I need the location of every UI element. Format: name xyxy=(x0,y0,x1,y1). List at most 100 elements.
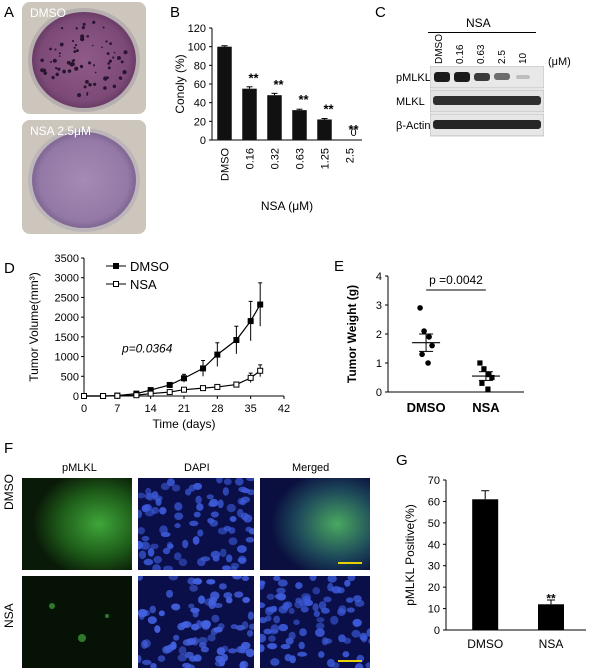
dish-label-nsa: NSA 2.5μM xyxy=(30,124,91,138)
x-tick-label: 0.16 xyxy=(245,148,257,169)
bar xyxy=(217,46,232,140)
data-point xyxy=(419,351,425,358)
data-point xyxy=(100,393,107,399)
micro-col-label-merged: Merged xyxy=(292,462,330,474)
y-tick-label: 1500 xyxy=(55,332,79,344)
panel-label-f: F xyxy=(4,440,14,457)
blot-lane-label: 10 xyxy=(518,52,529,64)
data-point xyxy=(233,381,240,388)
y-axis-label: Tumor Volume(mm³) xyxy=(27,272,41,382)
x-tick-label: DMSO xyxy=(220,148,232,181)
legend-label: NSA xyxy=(130,277,157,292)
blot-unit-label: (μM) xyxy=(548,56,571,68)
y-tick-label: 0 xyxy=(73,391,79,403)
significance-mark: ** xyxy=(248,71,259,86)
x-tick-label: NSA xyxy=(539,637,564,651)
x-tick-label: 0 xyxy=(81,403,87,415)
y-tick-label: 2 xyxy=(376,329,382,341)
data-point xyxy=(133,392,140,399)
panel-label-d: D xyxy=(4,260,15,277)
data-point xyxy=(486,372,492,378)
data-point xyxy=(214,383,221,390)
y-tick-label: 3500 xyxy=(55,253,79,265)
data-point xyxy=(247,318,254,325)
data-point xyxy=(81,393,87,399)
data-point xyxy=(421,328,427,334)
data-point xyxy=(479,380,485,386)
blot-lane-label: 0.63 xyxy=(476,44,487,64)
data-point xyxy=(181,386,187,393)
colony-bar-chart: 0 20 40 60 80 100 120 DMSO ** 0.16 ** 0.32 ** 0.63 ** 1… xyxy=(173,23,362,213)
micrograph-dmso-pmlkl xyxy=(22,478,132,570)
bar xyxy=(267,95,282,140)
y-tick-label: 50 xyxy=(428,518,440,530)
data-point xyxy=(257,367,264,374)
y-tick-label: 0 xyxy=(376,387,382,399)
data-point xyxy=(485,386,491,392)
blot-group-label: NSA xyxy=(466,16,491,30)
panel-label-g: G xyxy=(396,452,408,469)
data-point xyxy=(426,334,432,340)
p-value-annotation: p =0.0042 xyxy=(429,273,483,287)
data-point xyxy=(417,305,423,311)
x-tick-label: 0.63 xyxy=(295,148,307,169)
tumor-volume-line-chart: 0 500 1000 1500 2000 2500 3000 3500 0 7 14 21 28 35 42… xyxy=(27,253,290,431)
bar xyxy=(317,119,332,140)
x-tick-label: DMSO xyxy=(407,400,446,415)
blot-lane-label: 0.16 xyxy=(455,44,466,64)
x-tick-label: NSA xyxy=(472,400,500,415)
legend-marker xyxy=(113,281,119,287)
x-tick-label: 0.32 xyxy=(270,148,282,169)
y-tick-label: 30 xyxy=(428,561,440,573)
micrograph-dmso-merged xyxy=(260,478,370,570)
zero-value-label: 0 xyxy=(350,127,356,139)
y-tick-label: 2500 xyxy=(55,292,79,304)
y-tick-label: 1 xyxy=(376,358,382,370)
data-point xyxy=(233,337,240,344)
data-point xyxy=(200,365,207,372)
blot-lane-label: DMSO xyxy=(434,34,445,64)
data-point xyxy=(257,301,264,308)
y-tick-label: 1000 xyxy=(55,352,79,364)
data-point xyxy=(166,381,173,388)
y-tick-label: 40 xyxy=(194,98,206,110)
x-tick-label: 7 xyxy=(114,403,120,415)
y-axis-label: Conoly (%) xyxy=(173,54,187,113)
significance-mark: ** xyxy=(546,591,556,605)
micro-col-label-dapi: DAPI xyxy=(184,462,210,474)
dish-label-dmso: DMSO xyxy=(30,6,66,20)
y-tick-label: 120 xyxy=(188,23,206,35)
y-tick-label: 0 xyxy=(434,625,440,637)
colony-dish-dmso xyxy=(22,2,146,114)
colony-plate-nsa-image xyxy=(22,120,146,234)
data-point xyxy=(181,375,187,382)
data-point xyxy=(481,366,487,372)
data-point xyxy=(114,392,121,399)
data-point xyxy=(425,360,431,366)
panel-label-e: E xyxy=(334,258,345,275)
x-tick-label: 28 xyxy=(211,403,223,415)
tumor-weight-scatter-chart: 0 1 2 3 4 DMSO NSA p =0.0042 Tumor Weight (g) xyxy=(345,271,524,415)
blot-lane-label: 2.5 xyxy=(497,50,508,64)
blot-row-label-actin: β-Actin xyxy=(396,120,431,132)
significance-mark: ** xyxy=(298,92,309,107)
x-tick-label: 14 xyxy=(145,403,157,415)
y-tick-label: 10 xyxy=(428,604,440,616)
y-tick-label: 70 xyxy=(428,475,440,487)
data-point xyxy=(166,389,173,396)
x-tick-label: 21 xyxy=(178,403,190,415)
blot-lane-labels: DMSO 0.16 0.63 2.5 10 xyxy=(430,34,540,66)
data-point xyxy=(247,374,254,381)
y-tick-label: 500 xyxy=(61,371,79,383)
blot-row-label-mlkl: MLKL xyxy=(396,96,425,108)
bar xyxy=(472,499,499,630)
significance-mark: ** xyxy=(323,101,334,116)
blot-row-label-pmlkl: pMLKL xyxy=(396,72,431,84)
x-tick-label: 1.25 xyxy=(320,148,332,169)
y-tick-label: 20 xyxy=(428,582,440,594)
data-point xyxy=(200,385,207,392)
x-tick-label: DMSO xyxy=(467,637,503,651)
x-axis-label: NSA (μM) xyxy=(261,199,313,213)
y-tick-label: 80 xyxy=(194,60,206,72)
p-value-annotation: p=0.0364 xyxy=(121,342,173,356)
